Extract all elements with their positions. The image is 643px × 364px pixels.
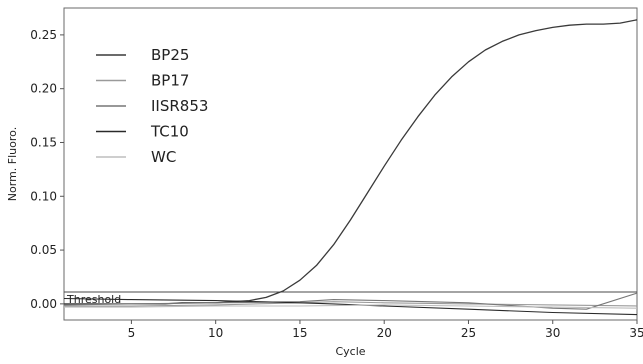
y-tick-label: 0.20 [30, 82, 57, 96]
legend-label-bp17: BP17 [151, 72, 189, 90]
y-axis-label: Norm. Fluoro. [6, 127, 19, 201]
legend: BP25 BP17 IISR853 TC10 WC [86, 23, 286, 185]
x-tick-label: 5 [128, 326, 136, 340]
y-tick-label: 0.15 [30, 135, 57, 149]
legend-label-bp25: BP25 [151, 46, 189, 64]
series-line-tc10 [63, 297, 638, 316]
ticks-group: 5 10 15 20 25 30 35 0.00 0.05 0.10 0.15 0.20 0.25 [30, 28, 643, 340]
x-tick-label: 35 [629, 326, 643, 340]
series-group [63, 19, 638, 316]
legend-label-wc: WC [151, 148, 176, 166]
legend-label-tc10: TC10 [150, 123, 189, 141]
x-axis-label: Cycle [335, 345, 365, 358]
x-tick-label: 20 [377, 326, 392, 340]
series-line-bp17 [64, 301, 638, 307]
legend-label-iisr853: IISR853 [151, 97, 208, 115]
y-tick-label: 0.00 [30, 297, 57, 311]
y-tick-label: 0.05 [30, 243, 57, 257]
legend-background [86, 23, 286, 185]
series-line-wc [64, 304, 638, 309]
y-tick-label: 0.10 [30, 189, 57, 203]
x-tick-label: 10 [208, 326, 223, 340]
y-tick-label: 0.25 [30, 28, 57, 42]
x-tick-label: 30 [545, 326, 560, 340]
x-tick-label: 25 [461, 326, 476, 340]
x-tick-label: 15 [292, 326, 307, 340]
series-line-iisr853 [63, 292, 638, 310]
